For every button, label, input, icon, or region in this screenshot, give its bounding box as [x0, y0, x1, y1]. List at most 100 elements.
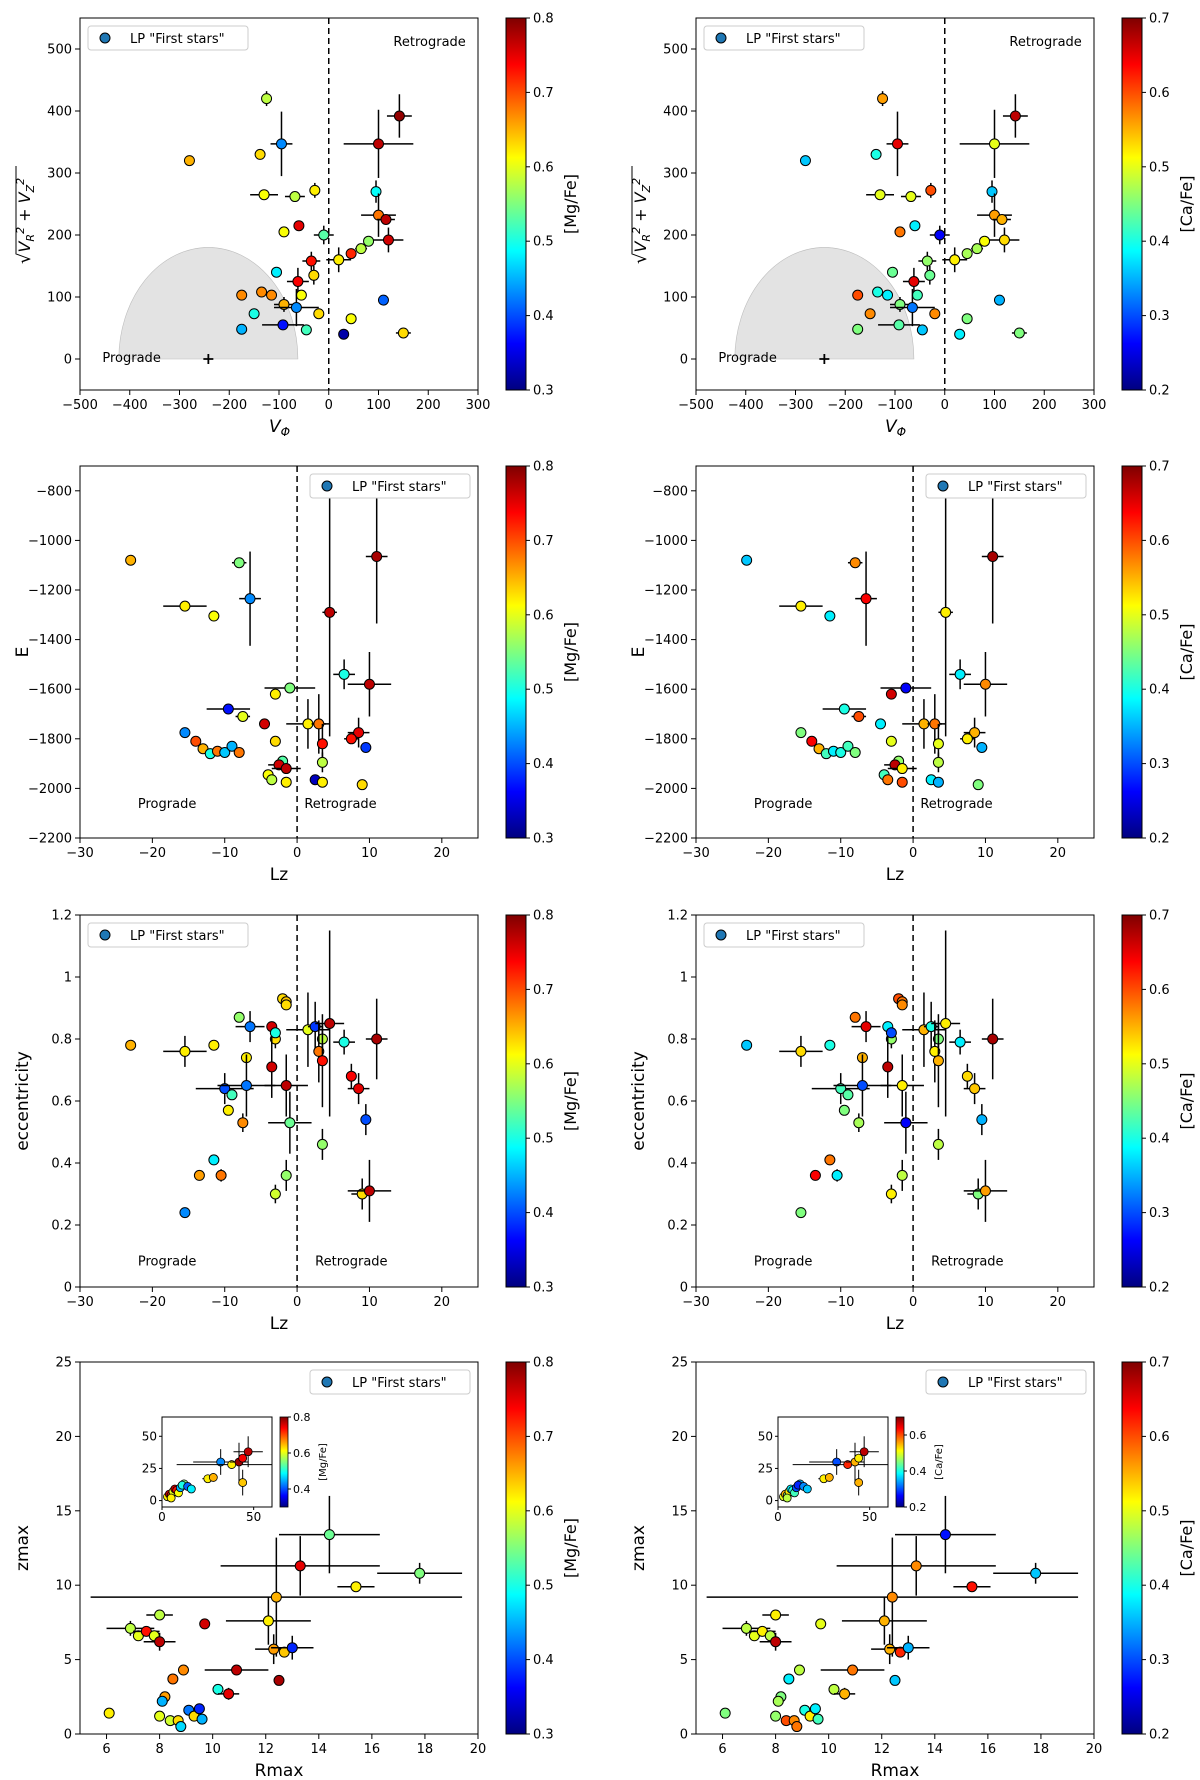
- inset-x-tick-label: 50: [862, 1510, 877, 1524]
- colorbar-label: [Ca/Fe]: [1177, 175, 1196, 232]
- inset-colorbar-label: [Ca/Fe]: [934, 1444, 945, 1480]
- data-point: [921, 255, 933, 267]
- data-point: [856, 1080, 868, 1091]
- data-point: [226, 740, 238, 752]
- data-point: [302, 718, 314, 730]
- region-label: Prograde: [754, 797, 812, 812]
- data-point: [240, 1080, 252, 1091]
- x-tick-label: 8: [771, 1742, 779, 1757]
- panel-5: Prograde Retrograde−30 −20 −10 0 10 2000.20.40…: [13, 909, 580, 1335]
- data-point: [918, 718, 930, 730]
- y-tick-label: 500: [47, 43, 72, 58]
- colorbar-tick-label: 0.5: [1149, 1057, 1170, 1072]
- region-label: Prograde: [754, 1254, 812, 1269]
- plot-area: [706, 1495, 1079, 1733]
- data-point: [167, 1673, 179, 1685]
- colorbar-tick-label: 0.3: [533, 832, 554, 847]
- inset-y-tick-label: 0: [765, 1494, 773, 1508]
- colorbar-tick-label: 0.8: [533, 460, 554, 475]
- x-tick-label: 10: [977, 846, 994, 861]
- y-tick-label: 100: [663, 291, 688, 306]
- data-point: [273, 1674, 285, 1686]
- data-point: [976, 741, 988, 753]
- y-tick-label: 300: [47, 167, 72, 182]
- data-point: [860, 593, 872, 605]
- x-axis-label: Lz: [270, 1314, 288, 1334]
- y-tick-label: 300: [663, 167, 688, 182]
- data-point: [177, 1664, 189, 1676]
- data-point: [363, 1185, 375, 1197]
- legend: LP "First stars": [87, 922, 249, 948]
- x-tick-label: 200: [416, 398, 441, 413]
- data-point: [363, 678, 375, 690]
- region-label: Retrograde: [931, 1254, 1003, 1269]
- data-point: [902, 1642, 914, 1654]
- data-point: [961, 1070, 973, 1082]
- data-point: [256, 286, 268, 298]
- data-point: [961, 248, 973, 260]
- data-point: [316, 738, 328, 750]
- data-point: [254, 148, 266, 160]
- y-tick-label: −1200: [644, 584, 688, 599]
- x-tick-label: −10: [211, 1295, 238, 1310]
- data-point: [986, 186, 998, 198]
- x-tick-label: −400: [728, 398, 764, 413]
- legend-marker: [715, 32, 727, 44]
- data-point: [842, 740, 854, 752]
- svg-text:√VR2 + VZ2: √VR2 + VZ2: [630, 178, 653, 264]
- data-point: [809, 1703, 821, 1715]
- y-tick-label: 15: [55, 1504, 72, 1519]
- data-point: [269, 688, 281, 700]
- data-point: [353, 727, 365, 739]
- x-tick-label: 0: [325, 398, 333, 413]
- y-axis-label: E: [629, 647, 649, 658]
- y-tick-label: −2000: [28, 782, 72, 797]
- data-point: [125, 1039, 137, 1051]
- colorbar-tick-label: 0.5: [1149, 1504, 1170, 1519]
- data-point: [370, 186, 382, 198]
- x-tick-label: 0: [293, 1295, 301, 1310]
- y-tick-label: 1: [680, 971, 688, 986]
- data-point: [812, 1713, 824, 1725]
- y-tick-label: 0.8: [51, 1033, 72, 1048]
- x-tick-label: −30: [682, 1295, 709, 1310]
- data-point: [842, 1089, 854, 1101]
- data-point: [989, 138, 1000, 150]
- data-point: [345, 733, 357, 745]
- data-point: [864, 308, 876, 320]
- x-tick-label: 10: [361, 846, 378, 861]
- inset-colorbar-tick-label: 0.4: [293, 1483, 311, 1496]
- colorbar-tick-label: 0.3: [1149, 1653, 1170, 1668]
- data-point: [971, 243, 983, 255]
- colorbar: 0.2 0.3 0.4 0.5 0.6 0.7 [Ca/Fe]: [1121, 460, 1196, 847]
- data-point: [896, 999, 908, 1011]
- y-axis-label: eccentricity: [629, 1051, 649, 1151]
- x-tick-label: 0: [909, 846, 917, 861]
- data-point: [280, 1080, 292, 1091]
- x-tick-label: 300: [466, 398, 491, 413]
- data-point: [269, 735, 281, 747]
- x-tick-label: 18: [417, 1742, 434, 1757]
- colorbar-tick-label: 0.2: [1149, 1728, 1170, 1743]
- colorbar-tick-label: 0.3: [533, 1728, 554, 1743]
- data-point: [740, 1622, 752, 1634]
- inset-point: [859, 1447, 869, 1457]
- data-point: [979, 1185, 991, 1197]
- data-point: [345, 313, 357, 325]
- legend-box: [309, 473, 471, 499]
- colorbar-tick-label: 0.6: [1149, 1430, 1170, 1445]
- inset-point: [854, 1478, 864, 1487]
- colorbar-tick-label: 0.6: [1149, 983, 1170, 998]
- data-point: [929, 718, 941, 730]
- legend: LP "First stars": [925, 1369, 1087, 1395]
- data-point: [929, 1045, 941, 1057]
- colorbar-tick-label: 0.2: [1149, 832, 1170, 847]
- data-point: [791, 1721, 803, 1733]
- inset-colorbar: [895, 1416, 905, 1508]
- inset: 0 50 0 25 50 0.4 0.6 0.8 [Mg/Fe]: [142, 1411, 329, 1524]
- colorbar-tick-label: 0.4: [1149, 1132, 1170, 1147]
- plot-area: [125, 466, 392, 838]
- inset-colorbar-label: [Mg/Fe]: [318, 1443, 329, 1481]
- data-point: [363, 235, 375, 247]
- x-tick-label: 0: [941, 398, 949, 413]
